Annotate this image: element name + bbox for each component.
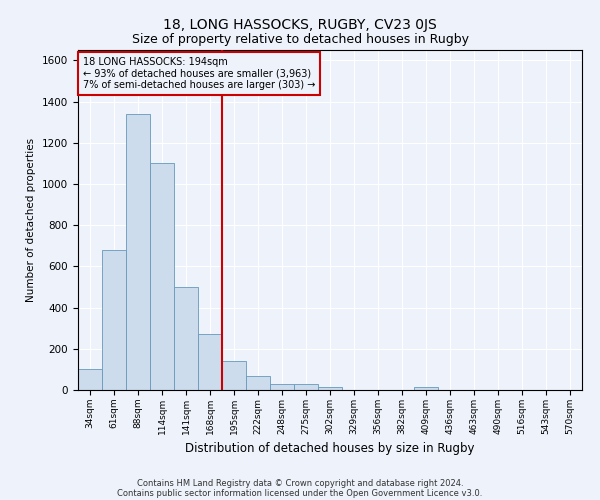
- Bar: [318, 387, 342, 390]
- Bar: [174, 287, 198, 390]
- Bar: [222, 361, 246, 390]
- Bar: [198, 334, 222, 390]
- Y-axis label: Number of detached properties: Number of detached properties: [26, 138, 37, 302]
- Bar: [294, 384, 318, 390]
- Text: 18 LONG HASSOCKS: 194sqm
← 93% of detached houses are smaller (3,963)
7% of semi: 18 LONG HASSOCKS: 194sqm ← 93% of detach…: [83, 57, 316, 90]
- Bar: [246, 376, 270, 390]
- Bar: [414, 387, 438, 390]
- Text: 18, LONG HASSOCKS, RUGBY, CV23 0JS: 18, LONG HASSOCKS, RUGBY, CV23 0JS: [163, 18, 437, 32]
- X-axis label: Distribution of detached houses by size in Rugby: Distribution of detached houses by size …: [185, 442, 475, 456]
- Text: Size of property relative to detached houses in Rugby: Size of property relative to detached ho…: [131, 32, 469, 46]
- Text: Contains public sector information licensed under the Open Government Licence v3: Contains public sector information licen…: [118, 488, 482, 498]
- Bar: [126, 114, 150, 390]
- Bar: [150, 164, 174, 390]
- Bar: [270, 384, 294, 390]
- Bar: [78, 370, 102, 390]
- Bar: [102, 250, 126, 390]
- Text: Contains HM Land Registry data © Crown copyright and database right 2024.: Contains HM Land Registry data © Crown c…: [137, 478, 463, 488]
